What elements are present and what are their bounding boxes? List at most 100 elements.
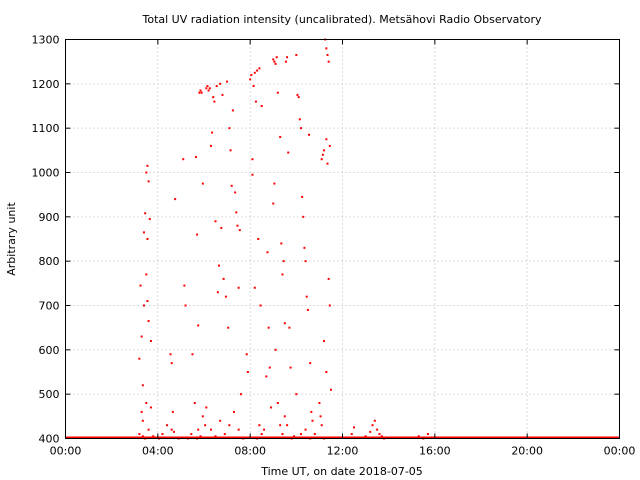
data-point	[259, 304, 262, 307]
data-point	[246, 371, 249, 373]
data-point	[378, 433, 381, 436]
data-point	[224, 295, 227, 298]
x-tick-label: 00:00	[604, 445, 636, 458]
data-point	[313, 433, 316, 436]
data-point	[238, 229, 241, 232]
data-point	[237, 286, 240, 289]
data-point	[138, 357, 141, 360]
data-point	[256, 69, 259, 72]
data-point	[323, 339, 326, 342]
y-tick-label: 1100	[32, 122, 60, 135]
data-point	[417, 435, 420, 438]
data-point	[207, 89, 210, 92]
data-point	[265, 375, 268, 378]
data-point	[170, 428, 173, 431]
data-point	[268, 366, 271, 369]
data-point	[251, 158, 254, 161]
data-point	[145, 402, 148, 405]
data-point	[328, 144, 331, 147]
data-point	[272, 58, 275, 61]
data-point	[281, 433, 284, 436]
data-point	[288, 326, 291, 329]
data-point	[204, 424, 207, 427]
data-point	[325, 138, 328, 141]
data-point	[239, 393, 242, 396]
data-point	[276, 402, 279, 405]
data-point	[205, 87, 208, 90]
y-tick-label: 500	[39, 388, 60, 401]
data-point	[152, 435, 155, 438]
x-tick-label: 12:00	[327, 445, 359, 458]
data-point	[318, 402, 321, 405]
data-point	[147, 320, 150, 323]
grid-lines	[65, 39, 620, 439]
data-point	[146, 238, 149, 240]
data-point	[201, 415, 204, 418]
data-point	[198, 91, 201, 94]
data-point	[139, 284, 142, 287]
data-point	[321, 153, 324, 156]
data-point	[161, 433, 164, 436]
data-point	[279, 424, 282, 427]
data-point	[233, 410, 236, 413]
data-point	[273, 60, 276, 63]
data-point	[296, 93, 299, 96]
data-point	[252, 85, 255, 88]
data-point	[183, 284, 186, 287]
y-axis-label: Arbitrary unit	[5, 202, 18, 276]
data-point	[319, 415, 322, 418]
data-point	[299, 127, 302, 130]
data-point	[325, 47, 328, 50]
data-point	[197, 428, 200, 431]
data-point	[216, 291, 219, 294]
data-point	[199, 435, 202, 438]
data-point	[253, 286, 256, 289]
data-point	[145, 273, 148, 276]
data-point	[267, 326, 270, 329]
data-point	[146, 300, 149, 303]
data-point	[327, 277, 330, 280]
data-point	[326, 162, 329, 165]
data-point	[144, 212, 147, 215]
data-point	[213, 100, 216, 103]
data-point	[148, 218, 151, 221]
data-point	[228, 127, 231, 130]
data-point	[323, 149, 326, 152]
data-point	[320, 424, 323, 427]
data-point	[327, 60, 330, 63]
data-point	[227, 326, 230, 329]
data-point	[286, 56, 289, 59]
data-point	[182, 158, 185, 161]
data-point	[266, 251, 269, 254]
data-point	[279, 136, 282, 139]
y-tick-label: 900	[39, 211, 60, 224]
x-tick-label: 08:00	[234, 445, 266, 458]
data-point	[222, 277, 225, 280]
data-point	[196, 233, 199, 236]
data-point	[274, 62, 277, 65]
data-point	[145, 171, 148, 174]
data-point	[215, 85, 218, 88]
data-point	[205, 406, 208, 409]
data-point	[376, 428, 379, 431]
data-point	[286, 424, 289, 427]
data-point	[295, 54, 298, 57]
y-axis: 400 500 600 700 800 900 1000 1100 1200 1300	[32, 34, 620, 446]
data-point	[289, 366, 292, 369]
data-point	[287, 151, 290, 154]
data-point	[219, 82, 222, 85]
data-point	[301, 195, 304, 198]
data-point	[172, 430, 175, 433]
data-point	[234, 191, 237, 194]
data-point	[194, 155, 197, 158]
data-point	[311, 419, 314, 422]
data-point	[140, 410, 143, 413]
data-point	[201, 182, 204, 185]
x-tick-label: 00:00	[50, 445, 82, 458]
data-point	[141, 419, 144, 422]
data-point	[149, 339, 152, 342]
data-point	[273, 182, 276, 185]
data-point	[209, 428, 212, 431]
data-point	[226, 80, 229, 83]
